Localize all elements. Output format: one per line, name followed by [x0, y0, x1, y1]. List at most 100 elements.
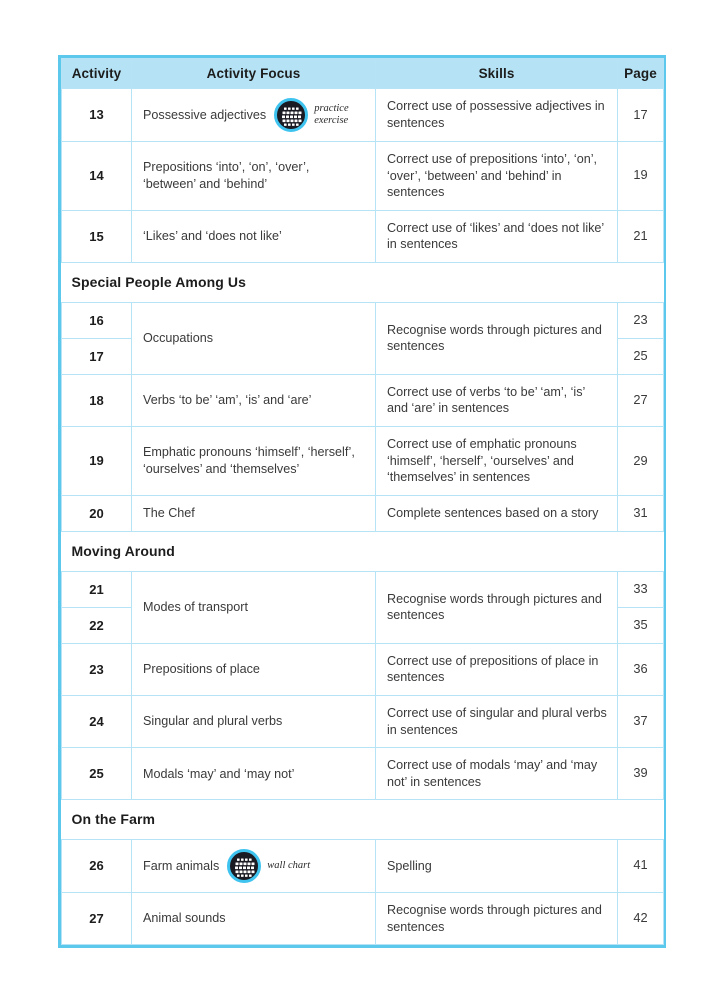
cell-activity-focus: Emphatic pronouns ‘himself’, ‘herself’, … — [131, 426, 376, 496]
cell-page-number: 21 — [617, 209, 664, 264]
cell-page-number: 17 — [617, 88, 664, 142]
table-row: 18 Verbs ‘to be’ ‘am’, ‘is’ and ‘are’ Corr… — [61, 373, 664, 428]
activity-focus-text: Prepositions ‘into’, ‘on’, ‘over’, ‘betw… — [143, 160, 310, 191]
cell-activity-number: 23 — [61, 642, 132, 697]
cell-page-number: 25 — [617, 337, 664, 375]
film-disc-icon — [227, 848, 262, 883]
cell-skills: Recognise words through pictures and sen… — [375, 301, 618, 375]
cell-activity-focus: Occupations — [131, 301, 376, 375]
activity-focus-text: Animal sounds — [143, 911, 226, 926]
cell-activity-number: 24 — [61, 695, 132, 749]
cell-activity-focus: Verbs ‘to be’ ‘am’, ‘is’ and ‘are’ — [131, 373, 376, 428]
cell-page-number: 23 — [617, 301, 664, 339]
cell-activity-number: 18 — [61, 373, 132, 428]
cell-activity-number: 19 — [61, 426, 132, 496]
table-row: 26 Farm animals wall chart Spelling 41 — [61, 838, 664, 893]
cell-activity-focus: Possessive adjectives practice exercise — [131, 88, 376, 142]
cell-activity-number: 16 — [61, 301, 132, 339]
cell-activity-focus: Prepositions of place — [131, 642, 376, 697]
cell-skills: Correct use of modals ‘may’ and ‘may not… — [375, 747, 618, 801]
cell-skills: Recognise words through pictures and sen… — [375, 570, 618, 644]
cell-skills: Complete sentences based on a story — [375, 494, 618, 533]
cell-page-number: 27 — [617, 373, 664, 428]
cell-page-number: 41 — [617, 838, 664, 893]
cell-activity-number: 17 — [61, 337, 132, 375]
activity-focus-text: Possessive adjectives — [143, 107, 267, 122]
section-header-row: Special People Among Us — [61, 262, 664, 303]
film-disc-icon — [274, 98, 309, 132]
activity-focus-text: Singular and plural verbs — [143, 714, 283, 729]
cell-skills: Spelling — [375, 838, 618, 893]
table-row: 15 ‘Likes’ and ‘does not like’ Correct use… — [61, 209, 664, 264]
cell-activity-focus: Modals ‘may’ and ‘may not’ — [131, 747, 376, 801]
activity-focus-text: The Chef — [143, 506, 195, 521]
table-row: 25 Modals ‘may’ and ‘may not’ Correct use … — [61, 747, 664, 801]
contents-table: Activity Activity Focus Skills Page 13 Po… — [61, 58, 664, 946]
activity-focus-text: Modals ‘may’ and ‘may not’ — [143, 766, 295, 781]
cell-activity-number: 22 — [61, 606, 132, 644]
activity-focus-inline: Possessive adjectives practice exercise — [143, 98, 365, 132]
table-row: 17 25 — [61, 337, 664, 375]
activity-focus-text: ‘Likes’ and ‘does not like’ — [143, 229, 282, 244]
column-header-activity: Activity — [61, 58, 132, 89]
cell-activity-number: 25 — [61, 747, 132, 801]
cell-activity-number: 13 — [61, 88, 132, 142]
activity-focus-text: Verbs ‘to be’ ‘am’, ‘is’ and ‘are’ — [143, 393, 312, 408]
table-row: 24 Singular and plural verbs Correct use o… — [61, 695, 664, 749]
header-row: Activity Activity Focus Skills Page — [61, 58, 664, 89]
cell-skills: Correct use of singular and plural verbs… — [375, 695, 618, 749]
column-header-skills: Skills — [375, 58, 618, 89]
cell-activity-focus: Animal sounds — [131, 891, 376, 946]
section-title: Moving Around — [61, 531, 664, 572]
activity-focus-text: Farm animals — [143, 858, 220, 873]
cell-skills: Correct use of prepositions of place in … — [375, 642, 618, 697]
section-title: On the Farm — [61, 799, 664, 840]
cell-activity-number: 21 — [61, 570, 132, 608]
cell-skills: Correct use of ‘likes’ and ‘does not lik… — [375, 209, 618, 264]
cell-page-number: 37 — [617, 695, 664, 749]
cell-activity-focus: Farm animals wall chart — [131, 838, 376, 893]
table-row: 16 Occupations Recognise words through pic… — [61, 301, 664, 375]
table-row: 23 Prepositions of place Correct use of pr… — [61, 642, 664, 697]
cell-page-number: 39 — [617, 747, 664, 801]
cell-page-number: 33 — [617, 570, 664, 608]
cell-activity-focus: Prepositions ‘into’, ‘on’, ‘over’, ‘betw… — [131, 141, 376, 211]
section-title: Special People Among Us — [61, 262, 664, 303]
badge-label: practice exercise — [314, 103, 349, 126]
table-row: 20 The Chef Complete sentences based on a … — [61, 494, 664, 533]
table-row: 22 35 — [61, 606, 664, 644]
cell-skills: Correct use of prepositions ‘into’, ‘on’… — [375, 141, 618, 211]
section-header-row: Moving Around — [61, 531, 664, 572]
column-header-activity-focus: Activity Focus — [131, 58, 376, 89]
cell-skills: Correct use of emphatic pronouns ‘himsel… — [375, 426, 618, 496]
table-row: 13 Possessive adjectives practice exercise… — [61, 88, 664, 142]
cell-skills: Correct use of possessive adjectives in … — [375, 88, 618, 142]
table-body: 13 Possessive adjectives practice exercise… — [61, 88, 664, 946]
cell-activity-focus: ‘Likes’ and ‘does not like’ — [131, 209, 376, 264]
cell-skills: Correct use of verbs ‘to be’ ‘am’, ‘is’ … — [375, 373, 618, 428]
cell-activity-number: 20 — [61, 494, 132, 533]
contents-table-container: Activity Activity Focus Skills Page 13 Po… — [58, 55, 666, 949]
cell-activity-number: 15 — [61, 209, 132, 264]
table-row: 14 Prepositions ‘into’, ‘on’, ‘over’, ‘be… — [61, 141, 664, 211]
cell-page-number: 36 — [617, 642, 664, 697]
cell-activity-number: 14 — [61, 141, 132, 211]
activity-focus-inline: Farm animals wall chart — [143, 848, 365, 883]
table-header: Activity Activity Focus Skills Page — [61, 58, 664, 89]
activity-focus-text: Emphatic pronouns ‘himself’, ‘herself’, … — [143, 445, 355, 476]
column-header-page: Page — [617, 58, 664, 89]
cell-activity-focus: Singular and plural verbs — [131, 695, 376, 749]
table-row: 21 Modes of transport Recognise words thro… — [61, 570, 664, 644]
cell-page-number: 35 — [617, 606, 664, 644]
table-row: 27 Animal sounds Recognise words through p… — [61, 891, 664, 946]
cell-page-number: 42 — [617, 891, 664, 946]
cell-activity-focus: The Chef — [131, 494, 376, 533]
badge-label: wall chart — [267, 860, 311, 872]
activity-focus-text: Prepositions of place — [143, 662, 260, 677]
cell-activity-number: 26 — [61, 838, 132, 893]
table-row: 19 Emphatic pronouns ‘himself’, ‘herself’… — [61, 426, 664, 496]
section-header-row: On the Farm — [61, 799, 664, 840]
cell-activity-number: 27 — [61, 891, 132, 946]
cell-page-number: 31 — [617, 494, 664, 533]
